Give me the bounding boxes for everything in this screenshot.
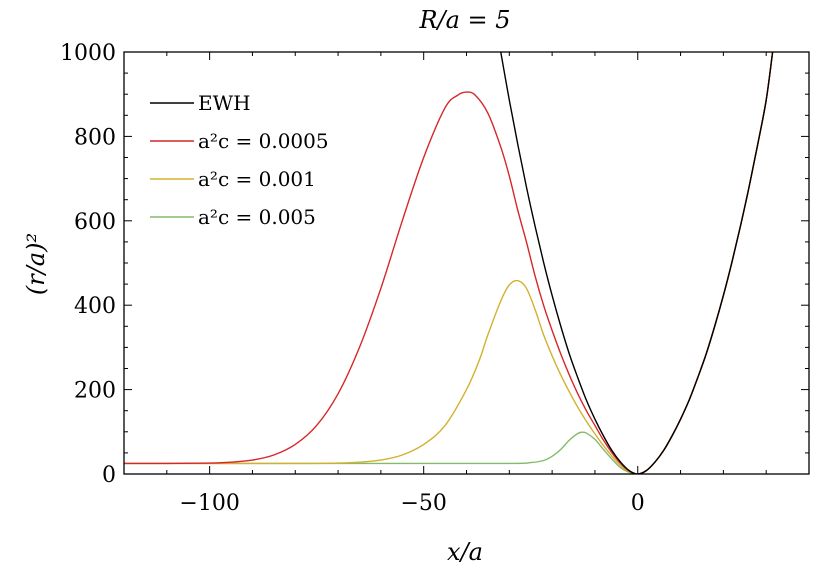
series-lines — [124, 52, 774, 474]
y-tick-label: 200 — [74, 379, 116, 404]
legend-label-3: a²c = 0.005 — [198, 205, 316, 229]
series-line-2 — [124, 52, 774, 474]
plot-frame — [123, 51, 810, 475]
legend-label-2: a²c = 0.001 — [198, 167, 316, 191]
legend-label-1: a²c = 0.0005 — [198, 129, 329, 153]
series-line-0 — [500, 52, 774, 474]
x-tick-label: 0 — [631, 491, 645, 516]
series-line-3 — [124, 52, 774, 474]
y-axis-label: (r/a)² — [22, 233, 50, 295]
y-tick-label: 1000 — [60, 41, 116, 66]
y-tick-label: 0 — [102, 463, 116, 488]
y-tick-label: 600 — [74, 210, 116, 235]
axis-ticks: −100 −50 0 0 200 400 600 800 1000 — [60, 41, 810, 516]
y-tick-label: 400 — [74, 294, 116, 319]
x-tick-label: −50 — [400, 491, 446, 516]
chart-title: R/a = 5 — [418, 6, 510, 34]
legend-label-0: EWH — [198, 91, 251, 115]
legend: EWH a²c = 0.0005 a²c = 0.001 a²c = 0.005 — [150, 91, 329, 229]
x-tick-label: −100 — [179, 491, 239, 516]
y-tick-label: 800 — [74, 125, 116, 150]
series-line-1 — [124, 52, 774, 474]
x-axis-label: x/a — [447, 538, 483, 566]
